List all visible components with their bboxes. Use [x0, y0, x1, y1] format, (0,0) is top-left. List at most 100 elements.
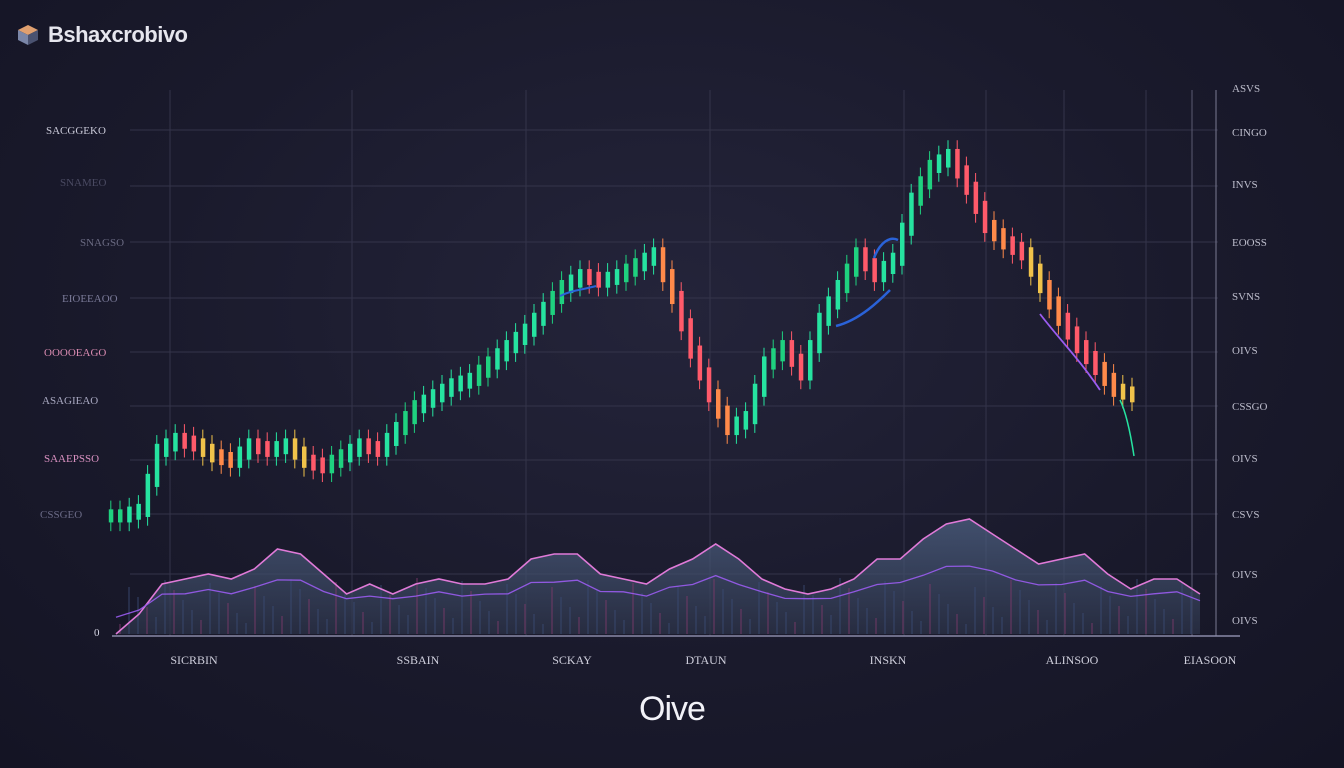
candle	[403, 411, 408, 436]
y-label-left: CSSGEO	[40, 509, 82, 521]
candle	[283, 438, 289, 455]
candle	[927, 159, 933, 190]
volume-area	[115, 518, 1201, 635]
candle	[1111, 372, 1117, 397]
candle	[973, 181, 979, 214]
candle	[256, 438, 261, 455]
brand: Bshaxcrobivo	[16, 22, 188, 48]
candle	[568, 274, 574, 294]
candle	[495, 348, 500, 370]
candle	[890, 252, 896, 275]
y-label-right: SVNS	[1232, 291, 1260, 303]
candle	[522, 323, 528, 345]
y-label-left: OOOOEAGO	[44, 347, 106, 359]
y-label-zero: 0	[94, 627, 100, 639]
candle	[108, 509, 114, 523]
candle	[660, 247, 666, 283]
candle	[486, 356, 491, 378]
y-label-left: SNAGSO	[80, 237, 124, 249]
candle	[348, 443, 353, 463]
x-label: SICRBIN	[170, 653, 218, 667]
y-label-left: SNAMEO	[60, 177, 107, 189]
candle	[651, 247, 657, 266]
candle	[200, 438, 206, 457]
y-label-right: ASVS	[1232, 83, 1260, 95]
x-label: ALINSOO	[1046, 653, 1099, 667]
cube-logo-icon	[18, 25, 38, 45]
candle	[458, 375, 463, 392]
candle	[936, 154, 942, 173]
candle	[688, 318, 693, 359]
candle	[513, 331, 519, 354]
candle	[219, 449, 224, 466]
volume-line-secondary	[115, 565, 1201, 618]
candle	[421, 394, 427, 414]
candle	[127, 506, 132, 523]
candle	[587, 269, 592, 285]
candle	[357, 438, 362, 457]
candle	[173, 432, 178, 452]
candle	[1001, 228, 1006, 250]
candle	[504, 340, 509, 362]
candle	[1120, 383, 1126, 400]
candle	[191, 435, 197, 452]
candle	[817, 312, 822, 354]
candle	[246, 438, 252, 460]
candle	[1019, 241, 1025, 261]
candle	[430, 389, 436, 408]
candle	[789, 340, 795, 367]
y-label-right: CSSGO	[1232, 401, 1268, 413]
x-label: DTAUN	[685, 653, 726, 667]
candle	[881, 260, 887, 283]
candle	[182, 432, 187, 449]
candle	[265, 441, 270, 457]
candle	[909, 192, 914, 236]
candle	[835, 280, 841, 310]
candle	[476, 364, 482, 386]
overlay-line-purple	[1039, 313, 1101, 391]
tail-line	[1119, 399, 1135, 457]
candle	[725, 405, 730, 436]
x-label: EIASOON	[1184, 653, 1237, 667]
y-label-left: EIOEEAOO	[62, 293, 118, 305]
candle	[982, 200, 988, 234]
candle	[440, 383, 445, 403]
candle	[780, 340, 785, 362]
candle	[366, 438, 371, 455]
candle	[918, 176, 923, 206]
candle	[900, 222, 905, 266]
candle	[274, 441, 279, 457]
candle	[1010, 236, 1015, 255]
candle	[1084, 340, 1089, 365]
x-label: SSBAIN	[397, 653, 440, 667]
candle	[798, 353, 804, 381]
candle	[292, 438, 298, 460]
candle	[136, 503, 141, 520]
volume-line	[115, 518, 1201, 635]
candle	[210, 443, 215, 463]
x-label: INSKN	[870, 653, 907, 667]
candle	[550, 290, 555, 315]
candle	[338, 449, 344, 468]
candle	[955, 148, 960, 179]
candle	[1074, 326, 1080, 354]
candle	[237, 446, 243, 468]
candle	[716, 389, 721, 419]
candle	[808, 340, 813, 381]
candle	[394, 421, 399, 446]
y-label-right: OIVS	[1232, 345, 1258, 357]
candle	[605, 271, 611, 288]
brand-name: Bshaxcrobivo	[48, 22, 188, 47]
y-label-right: INVS	[1232, 179, 1258, 191]
candle	[633, 258, 638, 277]
candle	[964, 165, 969, 195]
overlay-line-blue	[835, 237, 899, 328]
candle	[467, 372, 473, 389]
y-label-right: CSVS	[1232, 509, 1260, 521]
candle	[863, 247, 868, 272]
candle	[302, 446, 307, 468]
candle	[596, 271, 601, 288]
candle	[844, 263, 850, 294]
candle	[614, 269, 620, 285]
y-label-left: SAAEPSSO	[44, 453, 99, 465]
